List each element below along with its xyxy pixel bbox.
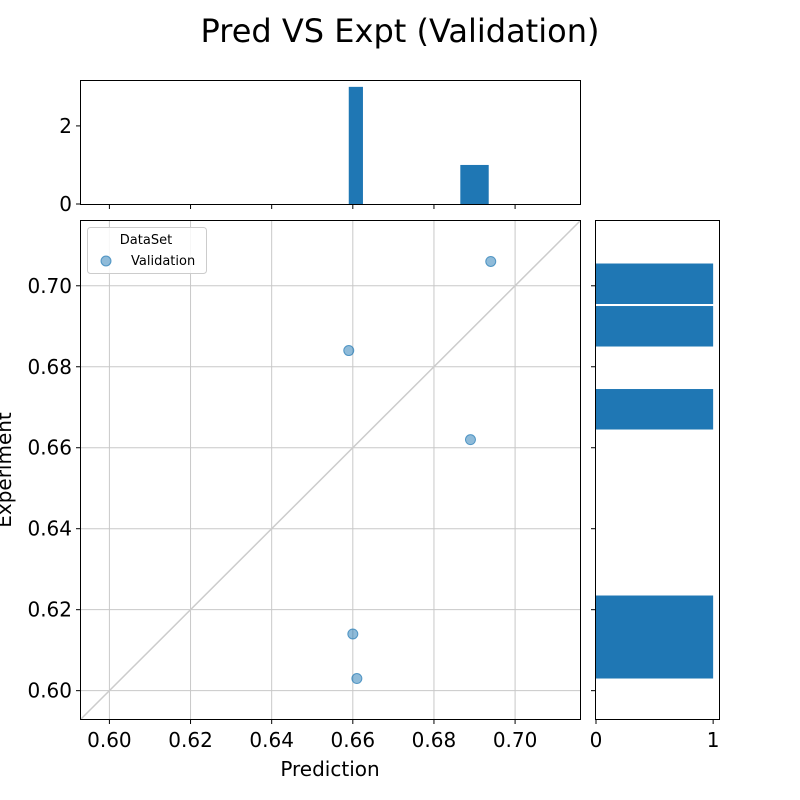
x-tick-label: 0.68 [412, 728, 457, 752]
data-point [347, 628, 359, 640]
histogram-bar [596, 263, 714, 304]
x-tick-label: 0.70 [493, 728, 538, 752]
data-point [351, 673, 363, 685]
legend-label-validation: Validation [131, 254, 195, 269]
legend: DataSet Validation [87, 227, 207, 274]
histogram-bar [460, 164, 489, 204]
data-point [343, 345, 355, 357]
x-tick-label: 0.64 [249, 728, 294, 752]
right-histogram-frame [595, 220, 720, 720]
top-histogram: 02 [59, 80, 581, 216]
legend-marker-validation [100, 255, 112, 267]
y-tick-label: 0.66 [27, 436, 72, 460]
x-axis-label: Prediction [280, 757, 379, 781]
x-tick-label: 0.60 [87, 728, 132, 752]
legend-title: DataSet [120, 233, 172, 248]
scatter-plot-frame [80, 220, 581, 720]
y-tick-label: 0.62 [27, 598, 72, 622]
data-point [485, 255, 497, 267]
y-tick-label: 0.60 [27, 679, 72, 703]
right-x-tick-label: 1 [707, 728, 720, 752]
legend-box [87, 227, 207, 274]
x-tick-label: 0.62 [168, 728, 213, 752]
right-x-tick-label: 0 [590, 728, 603, 752]
y-tick-label: 0.64 [27, 517, 72, 541]
y-tick-label: 0.70 [27, 274, 72, 298]
y-tick-label: 0.68 [27, 355, 72, 379]
data-point [464, 434, 476, 446]
scatter-plot: 0.60 0.62 0.64 0.66 0.68 0.70 0.60 0.62 0.64 0.66… [0, 220, 581, 781]
histogram-bar [596, 306, 714, 347]
histogram-bar [348, 86, 363, 204]
identity-line [80, 220, 581, 720]
top-histogram-frame [80, 80, 581, 205]
histogram-bar [596, 595, 714, 679]
y-axis-label: Experiment [0, 412, 16, 528]
top-y-tick-label: 0 [59, 192, 72, 216]
histogram-bar [596, 389, 714, 430]
chart-title: Pred VS Expt (Validation) [201, 12, 600, 50]
x-tick-label: 0.66 [331, 728, 376, 752]
top-y-tick-label: 2 [59, 114, 72, 138]
